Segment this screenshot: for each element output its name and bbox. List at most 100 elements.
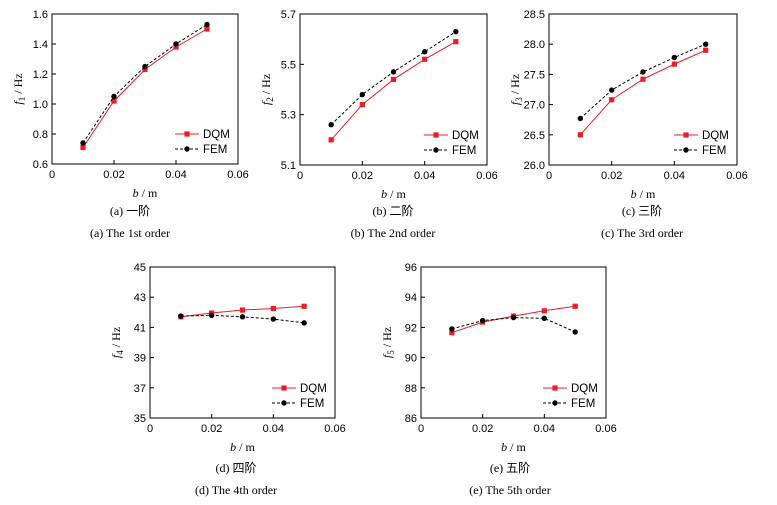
fem-point [239, 314, 246, 320]
legend-marker [281, 400, 287, 406]
dqm-point [142, 66, 148, 73]
legend-label: DQM [452, 130, 479, 142]
series-line-dqm [579, 49, 706, 136]
fem-point [359, 91, 366, 98]
y-tick-label: 1.6 [33, 9, 48, 21]
plot-frame [149, 266, 336, 419]
dqm-point [270, 305, 276, 312]
x-tick-label: 0.06 [595, 423, 616, 435]
series-line-fem [82, 24, 208, 144]
y-tick-label: 88 [405, 383, 417, 395]
y-tick-label: 0.6 [33, 159, 48, 171]
legend-label: FEM [571, 398, 595, 410]
legend-label: DQM [300, 383, 327, 395]
fem-point [510, 314, 517, 321]
y-tick-label: 0.8 [33, 129, 48, 141]
y-axis-label: f2 / Hz [259, 74, 275, 105]
plot-frame [420, 266, 607, 419]
caption-en: (d) The 4th order [195, 483, 277, 497]
x-tick-label: 0 [49, 169, 55, 181]
caption-en: (c) The 3rd order [601, 226, 683, 240]
dqm-point [449, 330, 455, 336]
y-tick-label: 41 [134, 322, 146, 334]
y-tick-label: 1.2 [33, 69, 48, 81]
dqm-point [359, 102, 365, 108]
plot-frame [51, 13, 239, 165]
fem-point [173, 41, 179, 47]
dqm-point [328, 137, 334, 143]
x-tick-label: 0 [418, 423, 424, 435]
fem-point [640, 69, 646, 75]
y-tick-label: 35 [134, 413, 146, 425]
legend-label: DQM [571, 383, 598, 395]
dqm-point [301, 303, 307, 309]
legend-label: FEM [300, 398, 324, 410]
fem-point [301, 320, 307, 326]
legend-label: FEM [452, 145, 476, 157]
y-axis-label: f5 / Hz [380, 327, 396, 358]
fem-point [328, 122, 334, 128]
fem-point [390, 69, 397, 75]
y-tick-label: 96 [405, 262, 417, 274]
fem-point [208, 312, 215, 319]
x-tick-label: 0.02 [601, 170, 622, 182]
x-axis-label: b / m [501, 440, 526, 454]
legend-marker [184, 146, 190, 152]
legend-marker [552, 385, 558, 391]
dqm-point [453, 39, 459, 45]
caption-en: (e) The 5th order [469, 483, 550, 497]
x-tick-label: 0.02 [201, 423, 222, 435]
x-tick-label: 0.04 [534, 423, 555, 435]
caption-cn: (a) 一阶 [110, 204, 150, 218]
legend-marker [184, 131, 190, 137]
legend-label: FEM [203, 144, 227, 156]
legend-label: FEM [702, 145, 726, 157]
legend-marker [433, 132, 439, 138]
y-tick-label: 5.7 [281, 9, 296, 21]
fem-point [702, 41, 709, 47]
x-tick-label: 0 [297, 170, 303, 182]
x-tick-label: 0.02 [103, 169, 124, 181]
x-tick-label: 0.04 [263, 423, 284, 435]
dqm-point [239, 307, 246, 313]
y-tick-label: 1.4 [33, 39, 48, 51]
legend-label: DQM [702, 130, 729, 142]
legend-marker [433, 147, 439, 153]
x-tick-label: 0.04 [414, 170, 435, 182]
x-tick-label: 0 [546, 170, 552, 182]
x-tick-label: 0 [147, 423, 153, 435]
caption-cn: (c) 三阶 [622, 204, 662, 218]
y-tick-label: 5.3 [281, 110, 296, 122]
y-tick-label: 26.5 [524, 130, 545, 142]
dqm-point [390, 76, 397, 83]
y-tick-label: 28.0 [524, 39, 545, 51]
chart-4: 0 0.02 0.04 0.06 35 37 39 41 43 45 b / m f4 / Hz DQM… [109, 262, 346, 497]
y-axis-label: f4 / Hz [109, 327, 125, 358]
y-tick-label: 92 [405, 322, 417, 334]
chart-1: 0 0.02 0.04 0.06 0.6 0.8 1.0 1.2 1.4 1.6 b / m f1 /… [11, 9, 249, 240]
legend-marker [552, 400, 558, 406]
fem-point [142, 63, 148, 70]
fem-point [572, 329, 578, 335]
caption-cn: (b) 二阶 [373, 204, 414, 218]
y-tick-label: 5.5 [281, 59, 296, 71]
fem-point [270, 316, 277, 322]
fem-point [479, 317, 486, 324]
y-tick-label: 27.5 [524, 69, 545, 81]
legend-marker [683, 132, 689, 138]
y-tick-label: 39 [134, 353, 146, 365]
chart-2: 0 0.02 0.04 0.06 5.1 5.3 5.5 5.7 b / m f2 / Hz DQM… [259, 9, 498, 240]
fem-point [608, 87, 615, 93]
x-tick-label: 0.06 [227, 169, 248, 181]
y-tick-label: 28.5 [524, 9, 545, 21]
y-tick-label: 37 [134, 383, 146, 395]
x-tick-label: 0.04 [664, 170, 685, 182]
y-tick-label: 94 [405, 292, 417, 304]
dqm-point [111, 98, 117, 104]
x-tick-label: 0.02 [352, 170, 373, 182]
y-tick-label: 5.1 [281, 160, 296, 172]
fem-point [453, 28, 459, 35]
dqm-point [572, 303, 578, 309]
dqm-point [80, 144, 86, 151]
